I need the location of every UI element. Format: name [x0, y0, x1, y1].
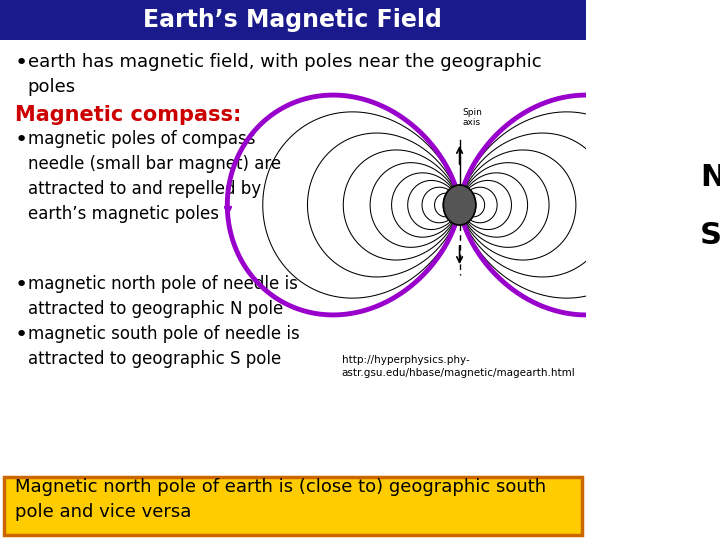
Text: N: N [700, 163, 720, 192]
Text: S: S [700, 220, 720, 249]
Text: http://hyperphysics.phy-
astr.gsu.edu/hbase/magnetic/magearth.html: http://hyperphysics.phy- astr.gsu.edu/hb… [341, 355, 575, 378]
Text: •: • [14, 53, 28, 73]
Text: •: • [14, 275, 28, 295]
Text: Magnetic compass:: Magnetic compass: [14, 105, 241, 125]
Text: magnetic north pole of needle is
attracted to geographic N pole: magnetic north pole of needle is attract… [27, 275, 297, 318]
FancyBboxPatch shape [0, 0, 585, 40]
Text: Magnetic north pole of earth is (close to) geographic south
pole and vice versa: Magnetic north pole of earth is (close t… [14, 478, 546, 521]
Text: earth has magnetic field, with poles near the geographic
poles: earth has magnetic field, with poles nea… [27, 53, 541, 96]
Text: •: • [14, 325, 28, 345]
Text: Spin
axis: Spin axis [463, 107, 482, 127]
Circle shape [444, 185, 476, 225]
Text: magnetic poles of compass
needle (small bar magnet) are
attracted to and repelle: magnetic poles of compass needle (small … [27, 130, 281, 223]
Text: magnetic south pole of needle is
attracted to geographic S pole: magnetic south pole of needle is attract… [27, 325, 300, 368]
FancyBboxPatch shape [4, 477, 582, 535]
Text: Earth’s Magnetic Field: Earth’s Magnetic Field [143, 8, 442, 32]
Text: •: • [14, 130, 28, 150]
